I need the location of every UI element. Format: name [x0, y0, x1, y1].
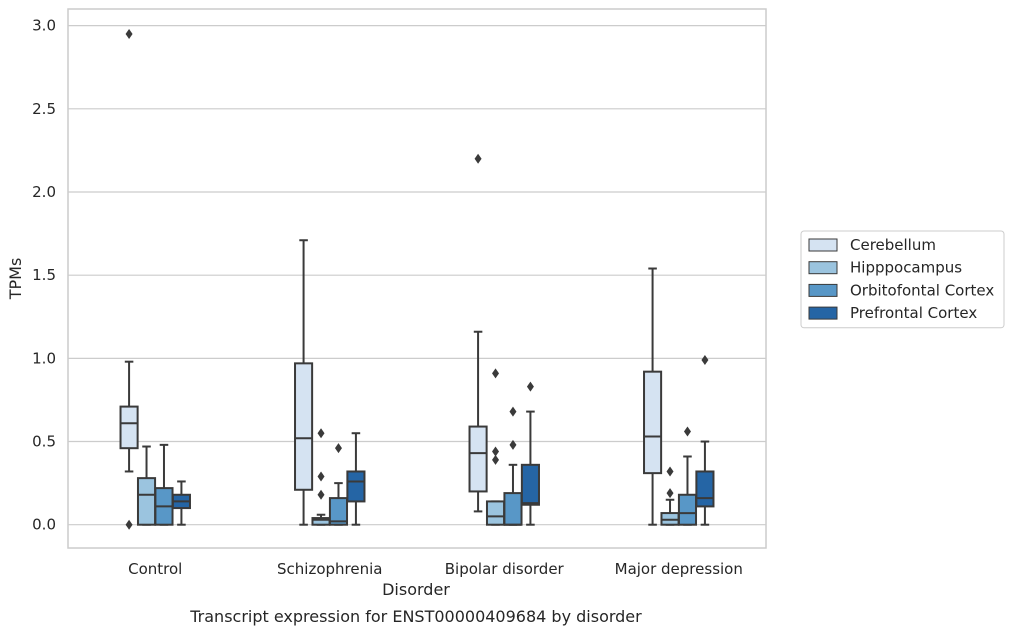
outlier-point — [125, 519, 133, 530]
outlier-point — [701, 355, 709, 366]
box-group — [503, 406, 523, 526]
outlier-point — [509, 439, 517, 450]
y-tick-label: 2.0 — [32, 183, 56, 201]
y-axis-title: TPMs — [6, 258, 25, 301]
box-group — [294, 239, 314, 526]
y-tick-label: 0.0 — [32, 516, 56, 534]
box-body — [677, 493, 698, 526]
x-tick-label: Schizophrenia — [277, 560, 382, 578]
box-group — [468, 153, 488, 513]
box-group — [154, 443, 174, 526]
box-group — [485, 368, 506, 526]
box-body — [294, 362, 314, 491]
box-group — [695, 355, 715, 526]
legend-label: Cerebellum — [850, 236, 936, 254]
outlier-point — [492, 446, 500, 457]
box-group — [136, 445, 157, 526]
box-body — [136, 477, 157, 526]
box-body — [119, 405, 139, 450]
x-tick-label: Control — [128, 560, 182, 578]
box-body — [328, 497, 349, 526]
box-body — [468, 425, 488, 493]
y-tick-label: 3.0 — [32, 17, 56, 35]
outlier-point — [509, 406, 517, 417]
legend: Cerebellum Hipppocampus Orbitofontal Corte… — [800, 230, 1005, 329]
legend-label: Prefrontal Cortex — [850, 304, 977, 322]
box-group — [660, 466, 680, 526]
x-axis-ticks: Control Schizophrenia Bipolar disorder Majo… — [128, 560, 743, 578]
legend-swatch — [808, 261, 838, 275]
box-group — [346, 432, 366, 526]
outlier-point — [317, 471, 325, 482]
outlier-point — [492, 454, 500, 465]
y-axis-ticks: 0.0 0.5 1.0 1.5 2.0 2.5 3.0 — [32, 17, 56, 534]
y-tick-label: 2.5 — [32, 100, 56, 118]
box-body — [520, 463, 540, 506]
legend-label: Orbitofontal Cortex — [850, 281, 994, 299]
legend-swatch — [808, 306, 838, 320]
outlier-point — [474, 153, 482, 164]
outlier-point — [666, 466, 674, 477]
outlier-point — [317, 489, 325, 500]
y-tick-label: 0.5 — [32, 433, 56, 451]
legend-swatch — [808, 283, 838, 297]
chart-caption: Transcript expression for ENST0000040968… — [189, 607, 642, 626]
x-tick-label: Major depression — [615, 560, 743, 578]
y-tick-label: 1.5 — [32, 266, 56, 284]
box-group — [311, 428, 331, 526]
box-body — [695, 470, 715, 508]
box-group — [328, 443, 349, 526]
y-tick-label: 1.0 — [32, 349, 56, 367]
outlier-point — [334, 443, 342, 454]
outlier-point — [526, 381, 534, 392]
outlier-point — [317, 428, 325, 439]
outlier-point — [125, 28, 133, 39]
legend-frame — [800, 230, 1005, 329]
box-group — [119, 28, 139, 530]
box-body — [643, 370, 663, 475]
legend-label: Hipppocampus — [850, 259, 962, 277]
plot-frame — [67, 8, 767, 549]
box-group — [677, 426, 698, 526]
legend-swatch — [808, 238, 838, 252]
gridlines — [68, 25, 766, 526]
boxes — [119, 28, 715, 530]
box-body — [346, 470, 366, 503]
box-group — [520, 381, 540, 526]
x-axis-title: Disorder — [382, 580, 450, 599]
box-group — [643, 267, 663, 526]
box-body — [503, 492, 523, 526]
outlier-point — [683, 426, 691, 437]
x-tick-label: Bipolar disorder — [445, 560, 565, 578]
box-group — [171, 480, 191, 526]
outlier-point — [666, 488, 674, 499]
outlier-point — [492, 368, 500, 379]
box-body — [485, 500, 506, 526]
